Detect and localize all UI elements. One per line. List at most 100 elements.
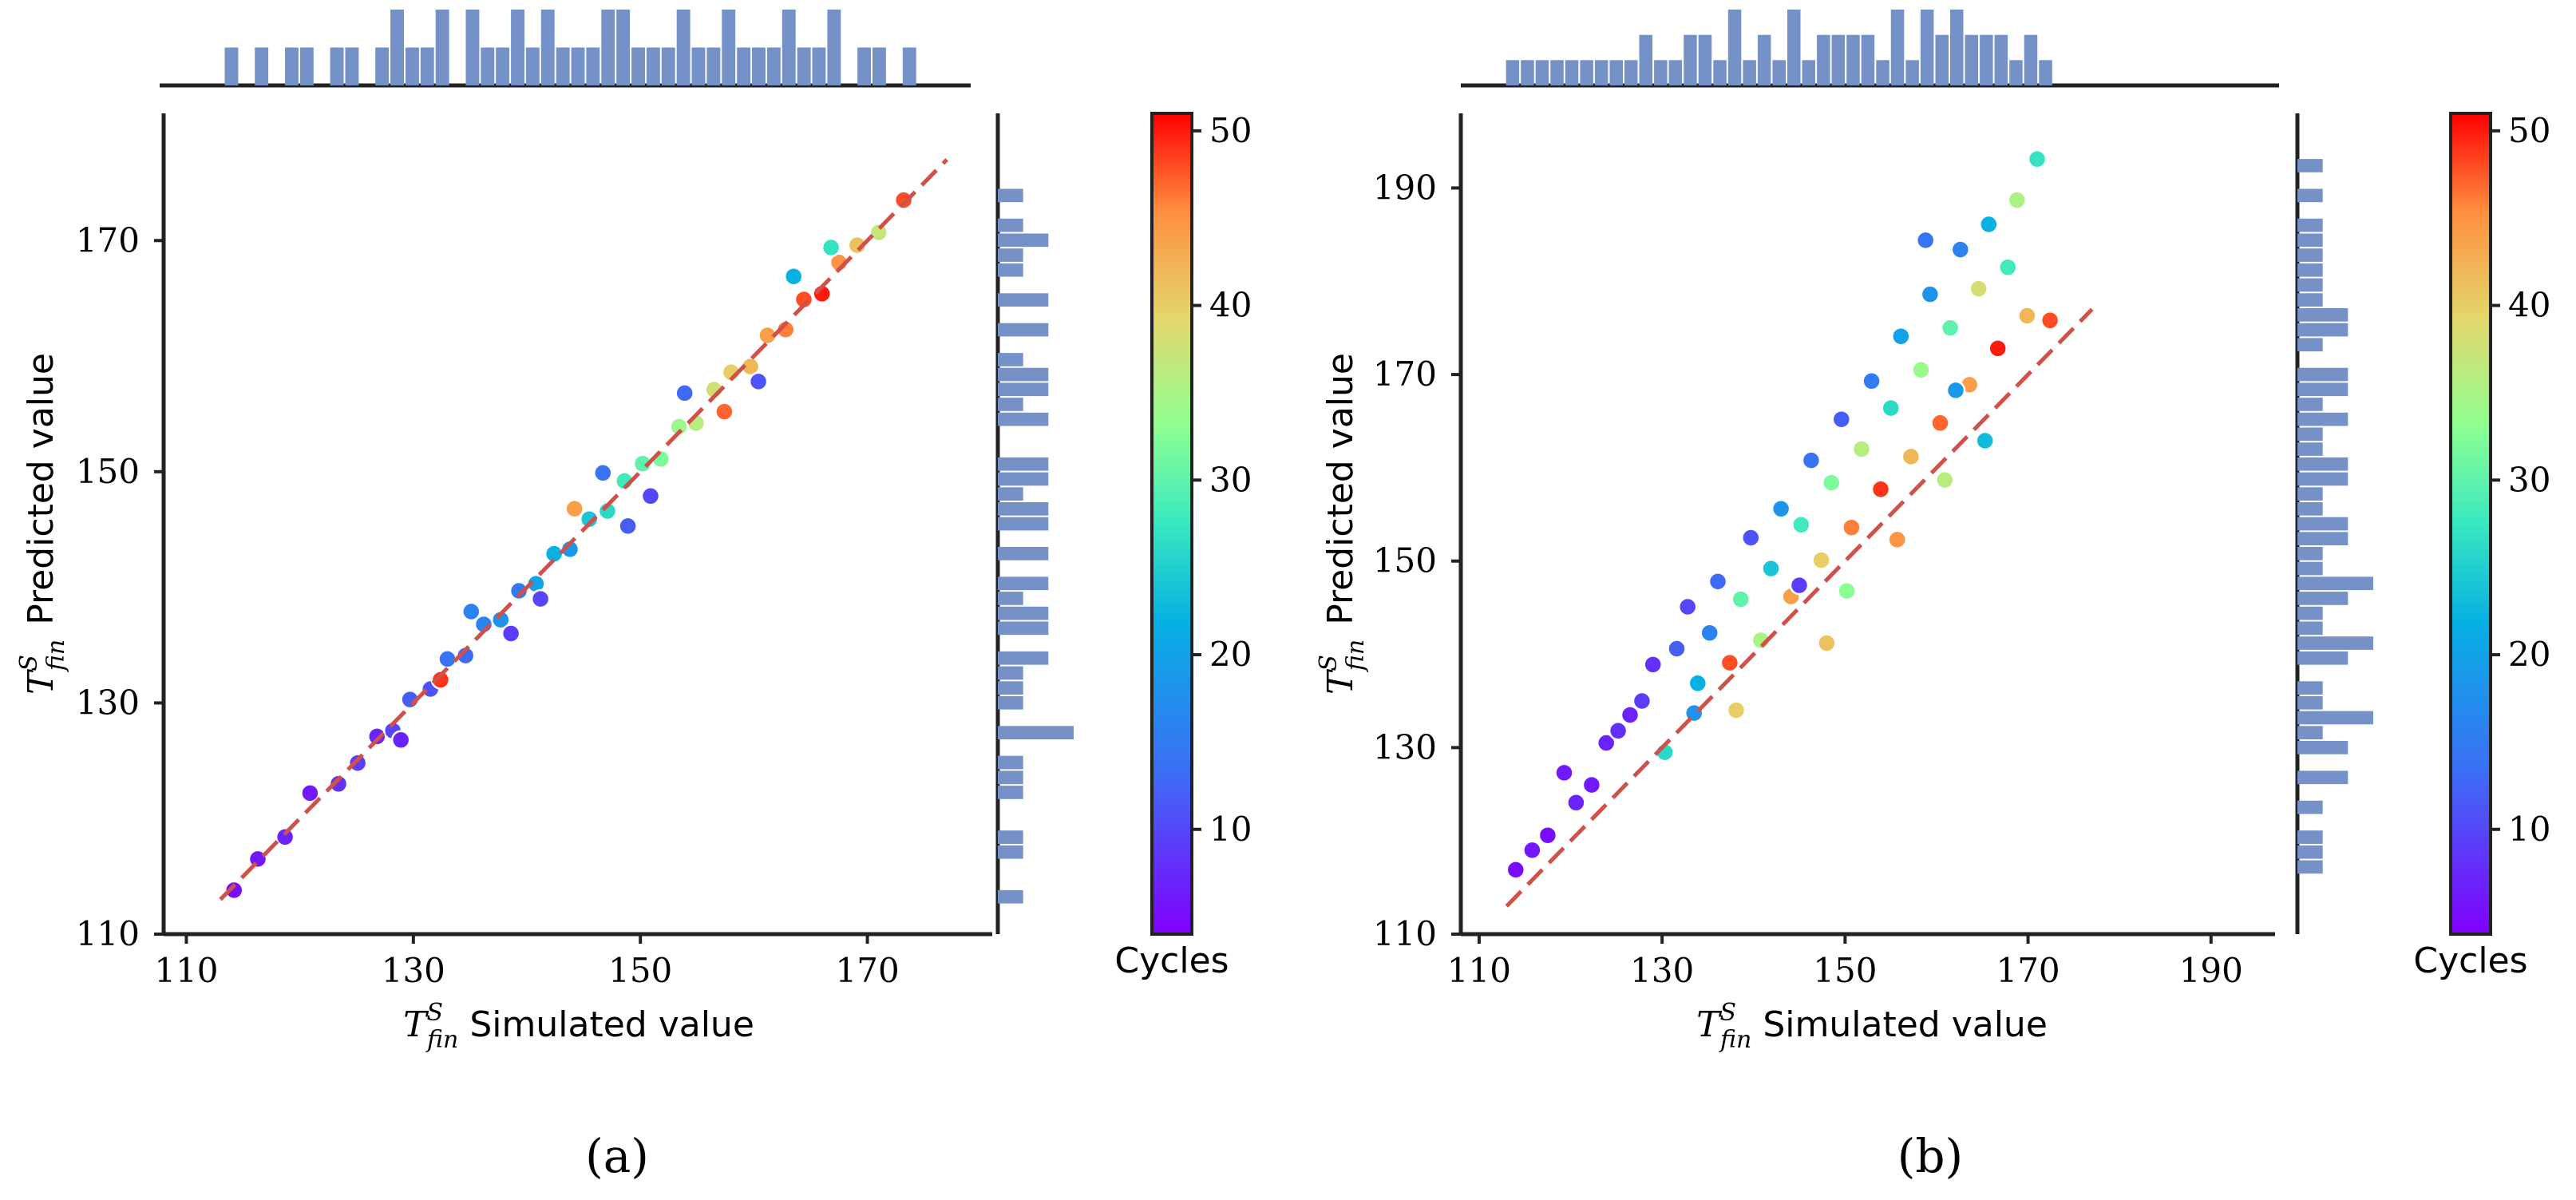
top-histogram-bar (691, 47, 706, 85)
top-histogram-bar (2009, 60, 2023, 85)
right-histogram-bar (998, 889, 1023, 904)
y-tick-label: 110 (76, 914, 140, 953)
top-histogram-bar (481, 47, 495, 85)
colorbar (2449, 112, 2492, 936)
x-tick-label: 130 (1630, 951, 1694, 990)
scatter-point (1862, 371, 1882, 391)
right-histogram-bar (2297, 323, 2348, 337)
right-histogram-bar (998, 398, 1023, 411)
scatter-point (1915, 230, 1936, 251)
top-histogram-bar (540, 10, 555, 85)
top-histogram-bar (1594, 60, 1609, 85)
scatter-point (455, 645, 476, 666)
top-histogram-bar (2039, 60, 2052, 85)
scatter-point (1821, 473, 1842, 493)
right-histogram-bar (2297, 278, 2323, 292)
right-histogram-bar (2297, 547, 2323, 560)
scatter-point (328, 774, 349, 794)
right-histogram-bar (2297, 188, 2323, 203)
scatter-point (1901, 446, 1921, 467)
top-histogram-bar (586, 47, 600, 85)
top-histogram-bar (797, 47, 811, 85)
x-tick-label: 190 (2179, 951, 2243, 990)
panel-label: (b) (1897, 1129, 1963, 1183)
top-histogram-bar (1698, 34, 1712, 85)
scatter-point (2007, 190, 2028, 210)
scatter-point (847, 235, 868, 255)
right-histogram-bar (998, 353, 1023, 366)
right-histogram-bar (2297, 442, 2323, 456)
right-histogram-bar (998, 726, 1074, 739)
right-histogram-bar (2297, 606, 2323, 620)
right-histogram-bar (998, 770, 1023, 785)
scatter-point (1537, 825, 1558, 846)
scatter-point (1851, 439, 1872, 459)
x-axis-label: TS fin Simulated value (403, 999, 754, 1054)
top-histogram-bar (1846, 34, 1860, 85)
top-histogram-bar (827, 10, 841, 85)
right-histogram-bar (2297, 308, 2348, 322)
top-histogram-bar (1965, 34, 1978, 85)
top-histogram-bar (646, 47, 660, 85)
scatter-point (1811, 550, 1831, 570)
scatter-point (390, 730, 411, 750)
y-tick-label: 190 (1373, 168, 1437, 207)
colorbar-tick-label: 20 (2508, 635, 2550, 674)
top-histogram-bar (706, 47, 721, 85)
scatter-point (1554, 762, 1574, 783)
right-histogram-bar (998, 845, 1023, 859)
colorbar-tick-label: 30 (2508, 460, 2550, 499)
right-histogram-bar (998, 248, 1023, 262)
top-histogram-bar (1550, 60, 1564, 85)
reference-line (1505, 307, 2094, 908)
right-histogram-bar (998, 502, 1049, 516)
right-histogram-bar (2297, 800, 2323, 814)
scatter-point (1731, 589, 1751, 609)
right-histogram-bar (998, 412, 1049, 426)
top-histogram-bar (435, 10, 449, 85)
scatter-point (1688, 673, 1708, 694)
colorbar-tick-label: 40 (2508, 286, 2550, 325)
scatter-point (1988, 339, 2008, 358)
top-histogram-bar (299, 47, 314, 85)
x-tick-label: 110 (154, 951, 218, 990)
x-tick-label: 170 (836, 951, 900, 990)
right-histogram-bar (2297, 561, 2323, 576)
right-histogram-bar (2297, 726, 2323, 739)
top-histogram-bar (1772, 60, 1786, 85)
scatter-point (1719, 652, 1740, 673)
right-histogram-bar (998, 367, 1049, 382)
scatter-point (1566, 793, 1586, 813)
colorbar-ticks: 10 20 30 40 50 (1192, 111, 1252, 849)
colorbar-title: Cycles (2413, 941, 2527, 981)
scatter-point (1969, 279, 1988, 299)
right-histogram-bar (2297, 830, 2323, 844)
scatter-points (224, 190, 914, 901)
colorbar-tick-label: 50 (1209, 111, 1252, 150)
right-histogram-bar (2297, 517, 2348, 531)
top-histogram-bar (556, 47, 570, 85)
top-histogram-bar (525, 47, 540, 85)
colorbar (1150, 112, 1193, 936)
right-histogram-bar (998, 695, 1023, 710)
top-histogram-bar (782, 10, 796, 85)
scatter-point (1801, 450, 1822, 470)
right-histogram-bar (2297, 412, 2348, 426)
scatter-point (1581, 774, 1602, 795)
right-histogram-bar (2297, 770, 2348, 785)
top-histogram-bar (1727, 10, 1742, 85)
right-histogram-bar (2297, 695, 2323, 710)
right-histogram-bar (2297, 741, 2348, 754)
scatter-point (1950, 240, 1971, 259)
right-histogram-bar (2297, 621, 2323, 636)
top-histogram-bar (601, 10, 615, 85)
top-histogram-bar (571, 47, 585, 85)
right-histogram-bar (998, 323, 1049, 337)
top-histogram-bar (345, 47, 359, 85)
right-histogram-bar (2297, 576, 2373, 591)
scatter-point (1667, 639, 1687, 659)
right-histogram-bar (2297, 651, 2348, 665)
scatter-point (1831, 409, 1852, 430)
scatter-point (675, 383, 694, 403)
